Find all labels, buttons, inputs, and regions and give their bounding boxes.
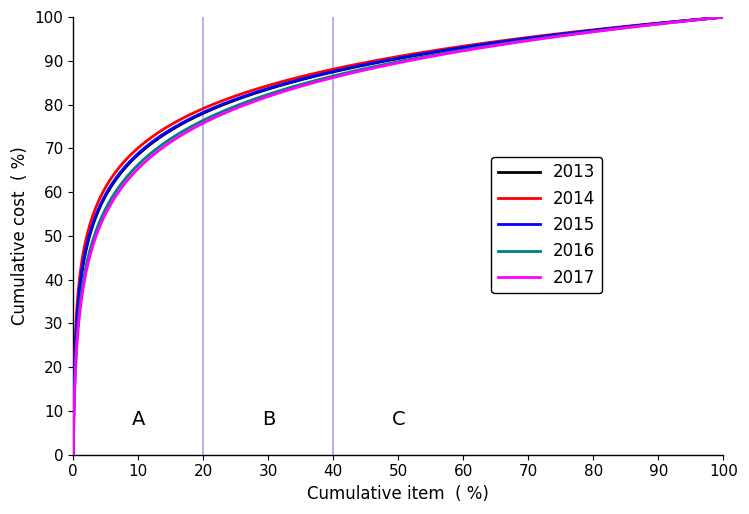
2014 xyxy=(69,450,78,456)
2015 xyxy=(385,57,394,63)
Legend: 2013, 2014, 2015, 2016, 2017: 2013, 2014, 2015, 2016, 2017 xyxy=(491,157,602,293)
2016 xyxy=(580,29,589,35)
2014 xyxy=(385,55,394,61)
Line: 2016: 2016 xyxy=(73,17,724,454)
2014 xyxy=(700,16,709,22)
2015 xyxy=(700,16,709,22)
2015 xyxy=(580,28,589,34)
2016 xyxy=(719,14,728,20)
2013 xyxy=(385,57,394,63)
2013 xyxy=(580,28,589,34)
2015 xyxy=(700,16,709,22)
Y-axis label: Cumulative cost  ( %): Cumulative cost ( %) xyxy=(11,146,29,325)
2017 xyxy=(719,14,728,20)
2017 xyxy=(700,16,709,22)
2017 xyxy=(368,65,377,71)
2014 xyxy=(102,182,111,189)
2016 xyxy=(700,16,709,22)
2017 xyxy=(580,30,589,36)
2014 xyxy=(719,14,728,20)
Line: 2017: 2017 xyxy=(73,17,724,454)
2017 xyxy=(700,16,709,22)
2017 xyxy=(385,62,394,68)
2013 xyxy=(368,61,377,67)
Text: C: C xyxy=(392,410,405,429)
2013 xyxy=(102,191,111,197)
2014 xyxy=(700,16,709,22)
2015 xyxy=(102,190,111,196)
Line: 2014: 2014 xyxy=(73,17,724,453)
2015 xyxy=(368,60,377,66)
2013 xyxy=(700,16,709,22)
X-axis label: Cumulative item  ( %): Cumulative item ( %) xyxy=(307,485,489,503)
2016 xyxy=(368,64,377,70)
2015 xyxy=(719,14,728,20)
2016 xyxy=(385,60,394,66)
Line: 2015: 2015 xyxy=(73,17,724,454)
2015 xyxy=(69,451,78,457)
2017 xyxy=(69,451,78,457)
2013 xyxy=(700,16,709,22)
2016 xyxy=(69,451,78,457)
Text: B: B xyxy=(261,410,275,429)
2016 xyxy=(102,204,111,210)
2014 xyxy=(580,28,589,34)
2013 xyxy=(719,14,728,20)
Line: 2013: 2013 xyxy=(73,17,724,454)
2013 xyxy=(69,451,78,457)
2016 xyxy=(700,16,709,22)
2014 xyxy=(368,58,377,64)
2017 xyxy=(102,209,111,215)
Text: A: A xyxy=(132,410,145,429)
